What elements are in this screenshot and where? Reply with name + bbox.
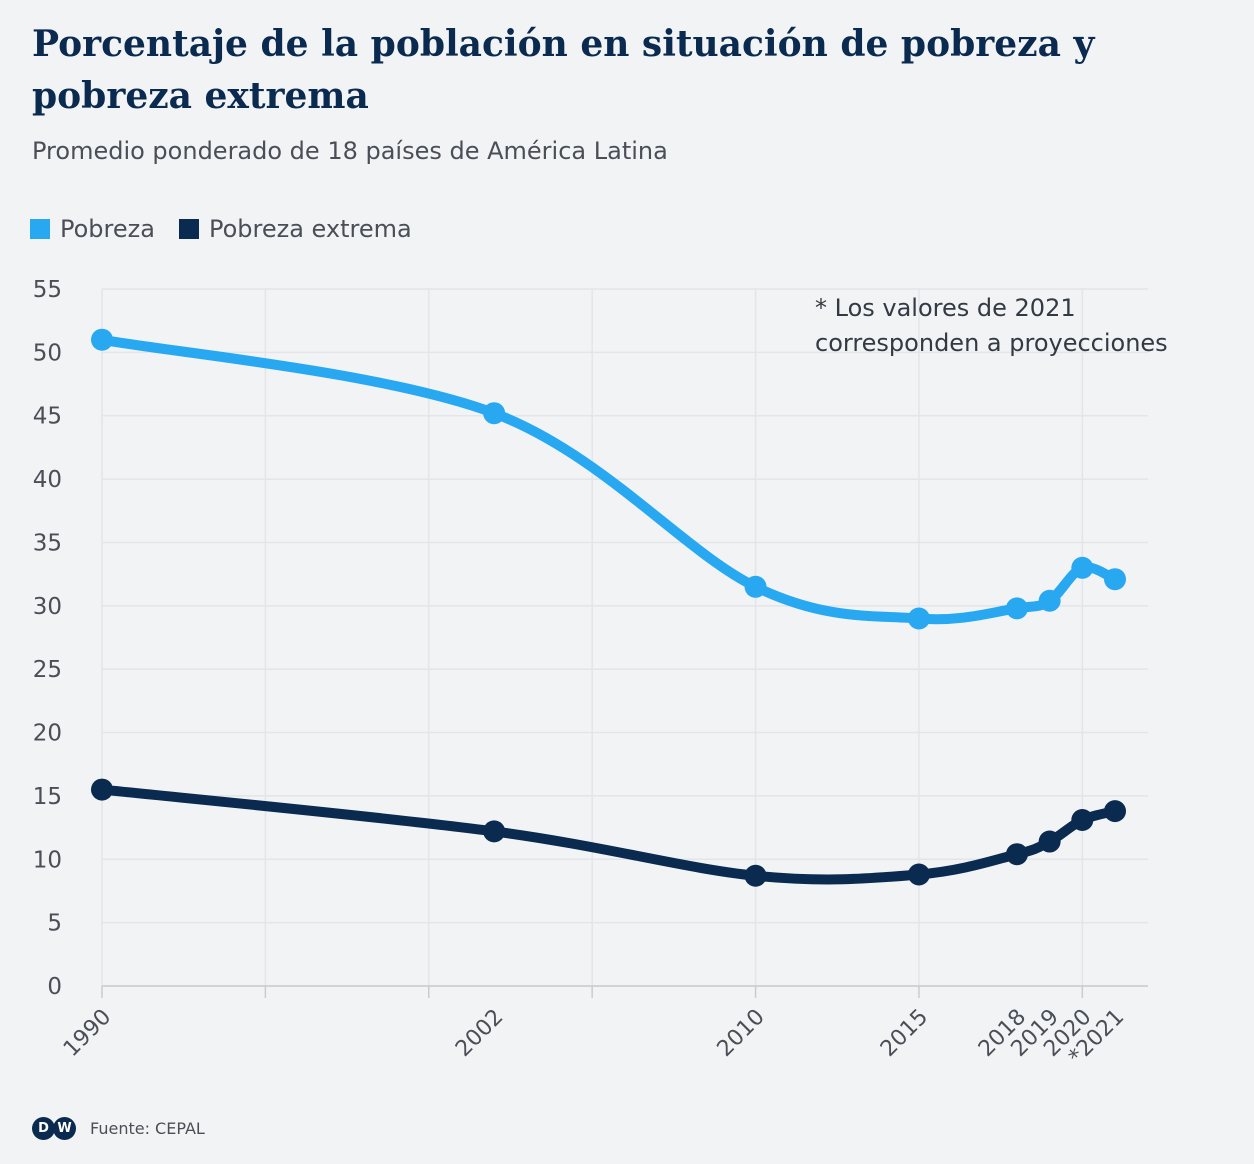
legend-item-pobreza: Pobreza: [30, 215, 155, 243]
series-line-pobreza-extrema: [97, 784, 1120, 885]
y-tick-label: 20: [33, 721, 62, 747]
data-point-pobreza: [1005, 597, 1028, 620]
y-tick-label: 35: [33, 530, 62, 556]
data-point-pobreza: [1104, 568, 1126, 591]
y-tick-label: 50: [33, 340, 62, 366]
source-text: Fuente: CEPAL: [90, 1119, 205, 1138]
legend-label-pobreza-extrema: Pobreza extrema: [208, 215, 412, 243]
data-point-pobreza: [1071, 556, 1094, 579]
data-point-pobreza-extrema: [483, 820, 506, 843]
series-line-pobreza: [97, 334, 1120, 625]
legend: Pobreza Pobreza extrema: [30, 215, 436, 243]
data-point-pobreza-extrema: [907, 863, 930, 886]
chart-title: Porcentaje de la población en situación …: [32, 23, 1095, 117]
legend-swatch-pobreza: [30, 219, 50, 239]
chart-subtitle: Promedio ponderado de 18 países de Améri…: [32, 137, 668, 165]
x-tick-label: 1990: [59, 1005, 116, 1062]
data-point-pobreza: [483, 402, 506, 425]
y-tick-label: 25: [33, 657, 62, 683]
data-point-pobreza-extrema: [1005, 843, 1028, 866]
legend-label-pobreza: Pobreza: [60, 215, 155, 243]
x-tick-label: 2002: [451, 1005, 508, 1062]
y-tick-label: 0: [47, 974, 62, 1000]
legend-swatch-pobreza-extrema: [178, 219, 199, 239]
x-tick-label: 2015: [876, 1005, 933, 1062]
y-tick-label: 55: [33, 277, 62, 303]
data-point-pobreza: [91, 328, 113, 351]
data-point-pobreza: [744, 575, 767, 598]
legend-item-pobreza-extrema: Pobreza extrema: [178, 215, 412, 243]
data-point-pobreza: [1038, 589, 1061, 612]
y-tick-label: 30: [33, 594, 62, 620]
data-point-pobreza-extrema: [91, 778, 113, 801]
y-axis-tick-labels: 0 5 10 15 20 25 30 35 40 45 50 55: [33, 277, 62, 1000]
series-lines: [91, 328, 1126, 887]
y-tick-label: 5: [47, 911, 62, 937]
y-tick-label: 40: [33, 467, 62, 493]
data-point-pobreza-extrema: [1071, 808, 1094, 831]
data-point-pobreza-extrema: [744, 864, 767, 887]
y-tick-label: 10: [33, 847, 62, 873]
projection-note-line1: * Los valores de 2021: [815, 294, 1076, 322]
data-point-pobreza-extrema: [1038, 830, 1061, 853]
data-point-pobreza: [907, 607, 930, 630]
y-tick-label: 15: [33, 784, 62, 810]
grid-lines: [101, 288, 1148, 998]
y-tick-label: 45: [33, 404, 62, 430]
projection-note-line2: corresponden a proyecciones: [815, 329, 1168, 357]
x-tick-label: 2010: [713, 1005, 770, 1062]
data-point-pobreza-extrema: [1104, 800, 1126, 823]
